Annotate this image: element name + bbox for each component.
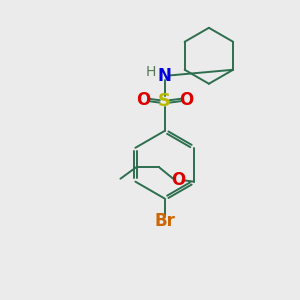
Text: S: S bbox=[158, 92, 171, 110]
Text: Br: Br bbox=[154, 212, 175, 230]
Text: N: N bbox=[158, 67, 172, 85]
Text: O: O bbox=[171, 171, 185, 189]
Text: O: O bbox=[136, 91, 151, 109]
Text: H: H bbox=[146, 65, 157, 79]
Text: O: O bbox=[179, 91, 193, 109]
